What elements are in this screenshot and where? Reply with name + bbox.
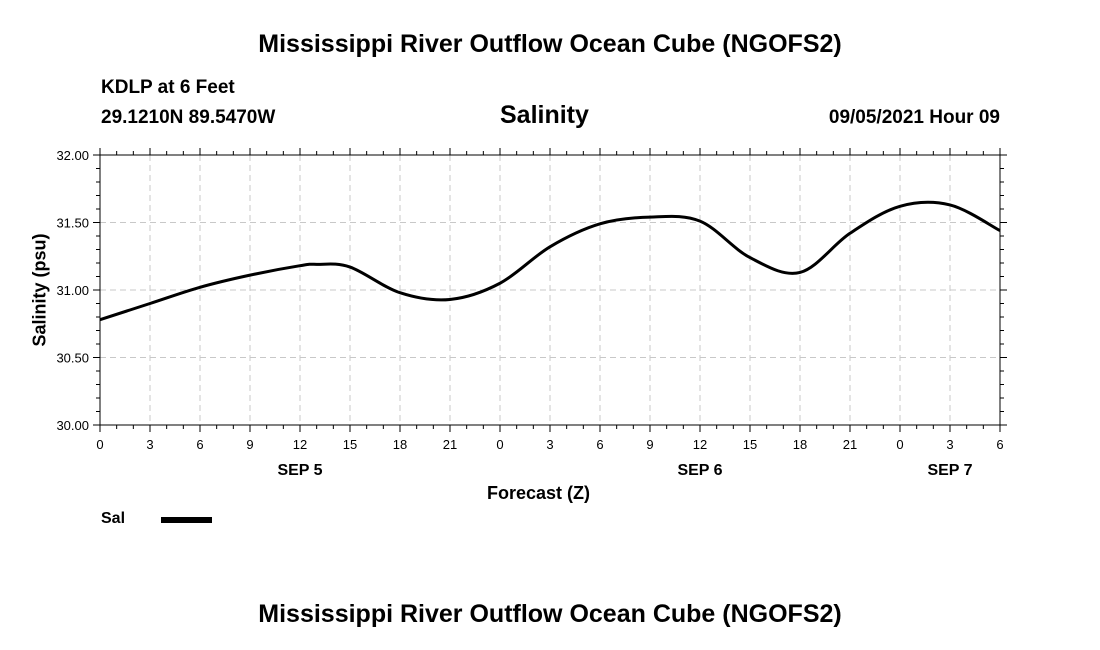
x-tick-label: 21	[443, 437, 457, 452]
x-tick-label: 12	[293, 437, 307, 452]
legend-swatch	[161, 517, 212, 523]
x-tick-label: 0	[96, 437, 103, 452]
x-tick-label: 15	[343, 437, 357, 452]
day-label: SEP 5	[277, 462, 322, 479]
legend-label: Sal	[101, 510, 126, 527]
footer-title: Mississippi River Outflow Ocean Cube (NG…	[258, 600, 842, 628]
x-tick-label: 9	[246, 437, 253, 452]
x-tick-label: 0	[496, 437, 503, 452]
x-tick-label: 18	[393, 437, 407, 452]
x-tick-label: 6	[996, 437, 1003, 452]
series-line-sal	[99, 200, 1001, 322]
y-tick-label: 30.00	[56, 418, 89, 433]
x-tick-label: 3	[146, 437, 153, 452]
coordinates-label: 29.1210N 89.5470W	[101, 107, 276, 128]
x-tick-label: 3	[546, 437, 553, 452]
x-tick-label: 21	[843, 437, 857, 452]
station-label: KDLP at 6 Feet	[101, 77, 235, 98]
x-tick-label: 9	[646, 437, 653, 452]
x-tick-label: 15	[743, 437, 757, 452]
x-axis-label: Forecast (Z)	[487, 483, 591, 503]
x-tick-label: 12	[693, 437, 707, 452]
x-tick-label: 0	[896, 437, 903, 452]
x-tick-label: 6	[596, 437, 603, 452]
x-tick-label: 6	[196, 437, 203, 452]
y-tick-label: 30.50	[56, 351, 89, 366]
variable-label: Salinity	[500, 101, 589, 129]
y-axis-label: Salinity (psu)	[29, 233, 50, 347]
x-tick-label: 18	[793, 437, 807, 452]
day-label: SEP 6	[677, 462, 722, 479]
y-tick-label: 31.00	[56, 283, 89, 298]
datetime-label: 09/05/2021 Hour 09	[828, 107, 1000, 128]
x-tick-label: 3	[946, 437, 953, 452]
y-tick-label: 32.00	[56, 148, 89, 163]
day-label: SEP 7	[927, 462, 972, 479]
chart-title: Mississippi River Outflow Ocean Cube (NG…	[258, 30, 842, 58]
y-tick-label: 31.50	[56, 216, 89, 231]
